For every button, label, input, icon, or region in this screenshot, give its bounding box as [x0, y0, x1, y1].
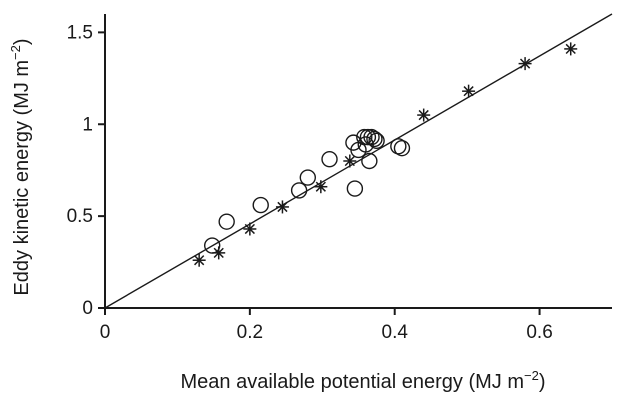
circle-point	[363, 128, 380, 146]
x-axis-label-tail: )	[539, 371, 546, 393]
x-tick-label: 0.4	[382, 322, 409, 343]
circle-point	[346, 180, 364, 197]
circle-point	[321, 150, 338, 168]
circle-point	[203, 237, 221, 254]
asterisk-stroke	[463, 86, 474, 97]
y-tick-label: 1.5	[67, 22, 93, 43]
circle-point	[359, 128, 377, 146]
asterisk-point	[462, 84, 476, 98]
circle-point	[361, 152, 378, 170]
asterisk-point	[192, 253, 206, 267]
asterisk-point	[275, 200, 289, 214]
axes	[98, 14, 612, 315]
x-axis-label-exponent: −2	[524, 368, 539, 383]
asterisk-stroke	[277, 201, 288, 213]
fit-line-group	[104, 13, 613, 309]
asterisk-stroke	[565, 43, 576, 55]
asterisk-stroke	[519, 58, 531, 69]
asterisk-stroke	[194, 255, 205, 266]
y-axis-label-tail: )	[11, 38, 33, 45]
x-tick-label: 0	[100, 322, 111, 343]
asterisk-stroke	[418, 109, 429, 121]
asterisk-point	[212, 246, 226, 260]
asterisk-point	[564, 42, 578, 56]
asterisk-stroke	[315, 181, 326, 192]
circle-point	[390, 138, 407, 155]
asterisk-point	[518, 57, 532, 71]
asterisk-stroke	[213, 247, 224, 259]
y-tick-label: 1	[82, 114, 93, 135]
fit-line	[104, 13, 613, 309]
y-axis-label-exponent: −2	[8, 45, 23, 60]
circle-point	[368, 132, 385, 149]
x-tick-label: 0.6	[526, 322, 552, 343]
asterisk-point	[314, 180, 328, 194]
asterisk-point	[343, 154, 357, 168]
x-tick-label: 0.2	[237, 322, 263, 343]
x-axis-label: Mean available potential energy (MJ m−2)	[180, 368, 545, 393]
asterisk-stroke	[244, 223, 255, 235]
tick-labels: 0 0.2 0.4 0.6 0 0.5 1 1.5	[67, 22, 553, 343]
circle-point	[218, 213, 235, 230]
y-tick-label: 0	[82, 298, 93, 319]
asterisk-point	[243, 222, 257, 236]
y-axis-label: Eddy kinetic energy (MJ m−2)	[8, 38, 33, 295]
asterisk-stroke	[344, 155, 355, 167]
circle-point	[252, 196, 269, 214]
circle-point	[393, 139, 411, 157]
circle-point	[290, 182, 308, 199]
circle-point	[356, 128, 373, 146]
asterisk-point	[417, 108, 431, 122]
y-tick-label: 0.5	[67, 206, 93, 227]
circle-point	[366, 130, 383, 148]
circle-point	[299, 169, 316, 186]
data-points	[192, 42, 578, 267]
